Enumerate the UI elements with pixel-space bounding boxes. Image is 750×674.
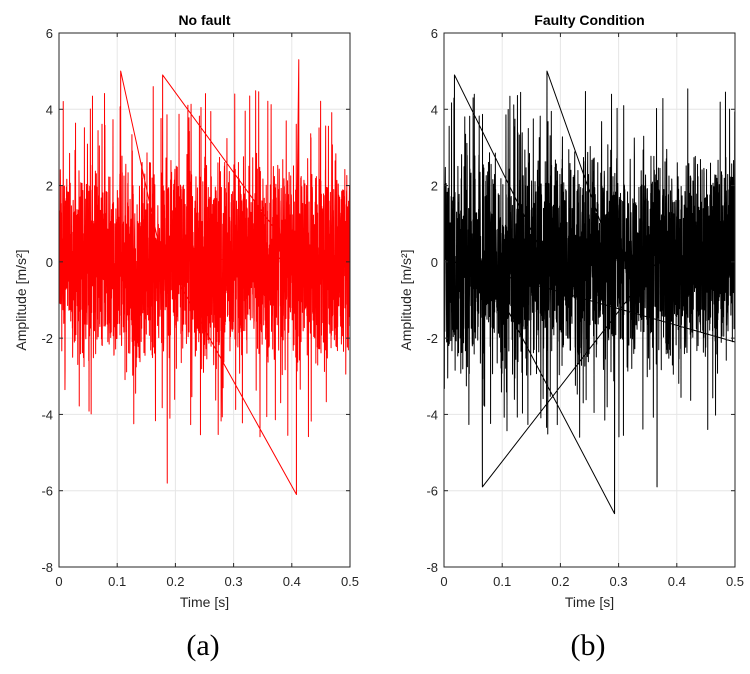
signal-trace (58, 59, 351, 496)
panel-label: (b) (571, 629, 606, 662)
y-tick-label: -8 (41, 560, 53, 575)
x-axis-label: Time [s] (565, 594, 614, 610)
x-axis-label: Time [s] (180, 594, 229, 610)
x-tick-label: 0.3 (225, 574, 243, 589)
x-tick-label: 0.1 (108, 574, 126, 589)
panel-label: (a) (186, 629, 219, 662)
chart-title: Faulty Condition (534, 12, 644, 28)
y-tick-label: 6 (431, 26, 438, 41)
x-tick-label: 0.3 (610, 574, 628, 589)
y-tick-label: -2 (426, 331, 438, 346)
x-tick-label: 0.4 (668, 574, 686, 589)
y-tick-label: 4 (431, 102, 438, 117)
y-axis-label: Amplitude [m/s²] (398, 249, 414, 350)
y-tick-label: 2 (46, 179, 53, 194)
y-tick-label: -6 (41, 484, 53, 499)
x-tick-label: 0.5 (341, 574, 359, 589)
x-tick-label: 0.5 (726, 574, 744, 589)
axes-box (58, 32, 351, 568)
y-tick-label: -8 (426, 560, 438, 575)
y-tick-label: -4 (41, 407, 53, 422)
y-tick-label: 6 (46, 26, 53, 41)
y-tick-label: 0 (431, 255, 438, 270)
y-tick-label: 0 (46, 255, 53, 270)
x-tick-label: 0.1 (493, 574, 511, 589)
x-tick-label: 0.2 (166, 574, 184, 589)
y-tick-label: -2 (41, 331, 53, 346)
y-tick-label: 2 (431, 179, 438, 194)
signal-trace (443, 70, 736, 515)
y-tick-label: -6 (426, 484, 438, 499)
y-tick-label: 4 (46, 102, 53, 117)
axes-box (443, 32, 736, 568)
y-axis-label: Amplitude [m/s²] (13, 249, 29, 350)
x-tick-label: 0 (440, 574, 447, 589)
chart-title: No fault (178, 12, 230, 28)
chart-panel-a: 0 0.1 0.2 0.3 0.4 0.5 -8 -6 -4 -2 0 2 4 6 No fault Time… (13, 12, 359, 662)
y-tick-label: -4 (426, 407, 438, 422)
x-tick-label: 0.4 (283, 574, 301, 589)
chart-panel-b: 0 0.1 0.2 0.3 0.4 0.5 -8 -6 -4 -2 0 2 4 6 Faulty Condi… (398, 12, 744, 662)
x-tick-label: 0.2 (551, 574, 569, 589)
x-tick-label: 0 (55, 574, 62, 589)
